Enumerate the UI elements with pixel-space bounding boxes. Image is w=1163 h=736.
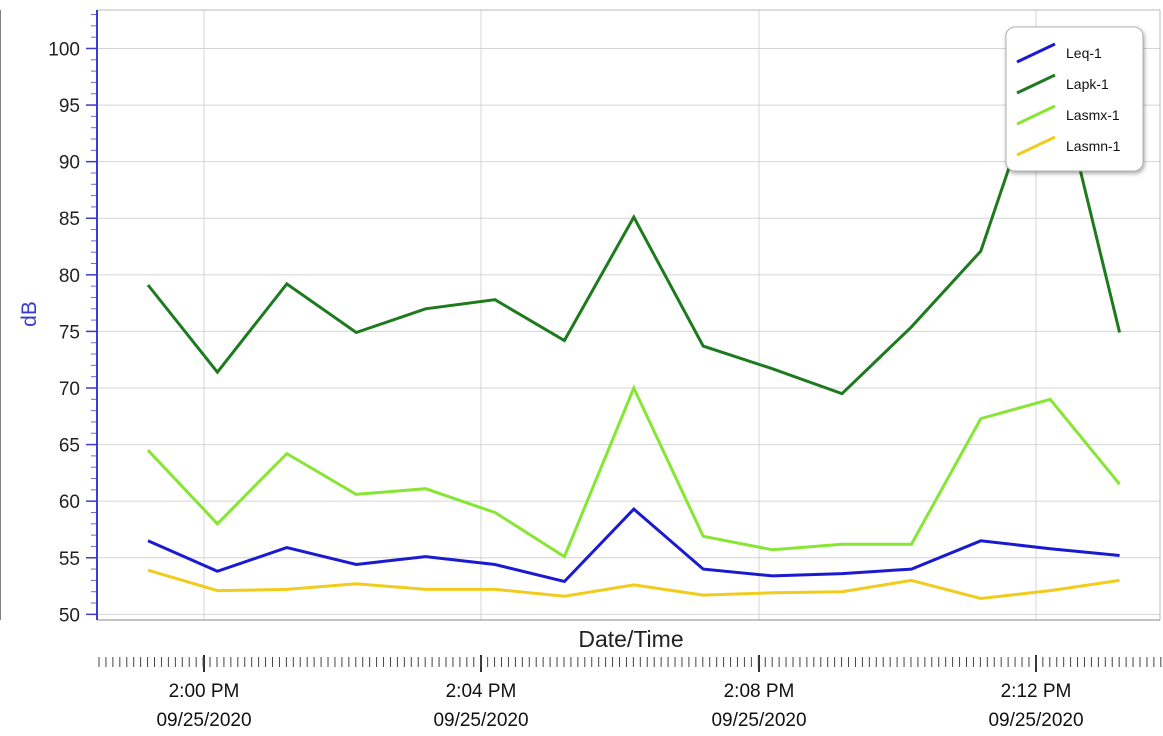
x-tick-time-label: 2:00 PM: [169, 681, 240, 702]
legend-swatch-lasmn-1: [1016, 135, 1056, 157]
x-tick-date-label: 09/25/2020: [711, 710, 806, 731]
legend-swatch-leq-1: [1016, 42, 1056, 64]
y-tick-label: 55: [59, 549, 80, 570]
x-tick-time-label: 2:04 PM: [446, 681, 517, 702]
legend: Leq-1 Lapk-1 Lasmx-1 Lasmn-1: [1005, 26, 1144, 172]
series-group: [146, 40, 1122, 601]
y-axis: 50 55 60 65 70 75 80 85 90 95 100: [48, 10, 98, 626]
grid: [0, 9, 1161, 621]
legend-label-lasmx-1: Lasmx-1: [1066, 107, 1120, 123]
x-tick-time-label: 2:12 PM: [1001, 681, 1072, 702]
y-tick-label: 85: [59, 209, 80, 230]
plot-area-background: [97, 10, 1160, 620]
y-tick-label: 100: [48, 39, 80, 60]
legend-box: [1005, 26, 1144, 172]
y-tick-label: 90: [59, 153, 80, 174]
y-tick-label: 80: [59, 266, 80, 287]
x-tick-date-label: 09/25/2020: [156, 710, 251, 731]
y-tick-label: 60: [59, 492, 80, 513]
x-tick-date-label: 09/25/2020: [433, 710, 528, 731]
y-axis-label: dB: [18, 301, 41, 327]
x-tick-date-label: 09/25/2020: [988, 710, 1083, 731]
legend-swatch-lasmx-1: [1016, 104, 1056, 126]
legend-label-leq-1: Leq-1: [1066, 45, 1102, 61]
series-line-leq-1: [147, 507, 1120, 584]
series-line-lapk-1: [146, 40, 1122, 396]
x-axis-label: Date/Time: [578, 626, 683, 652]
legend-swatch-lapk-1: [1016, 73, 1056, 95]
y-tick-label: 50: [59, 605, 80, 626]
series-line-lasmx-1: [146, 384, 1121, 559]
y-tick-label: 95: [59, 96, 80, 117]
series-line-lasmn-1: [147, 568, 1120, 601]
y-tick-label: 70: [59, 379, 80, 400]
legend-label-lapk-1: Lapk-1: [1066, 76, 1109, 92]
x-tick-time-label: 2:08 PM: [724, 681, 795, 702]
x-axis: 2:00 PM 09/25/2020 2:04 PM 09/25/2020 2:08 P…: [98, 655, 1162, 731]
legend-label-lasmn-1: Lasmn-1: [1066, 138, 1121, 154]
y-tick-label: 75: [59, 322, 80, 343]
y-tick-label: 65: [59, 436, 80, 457]
